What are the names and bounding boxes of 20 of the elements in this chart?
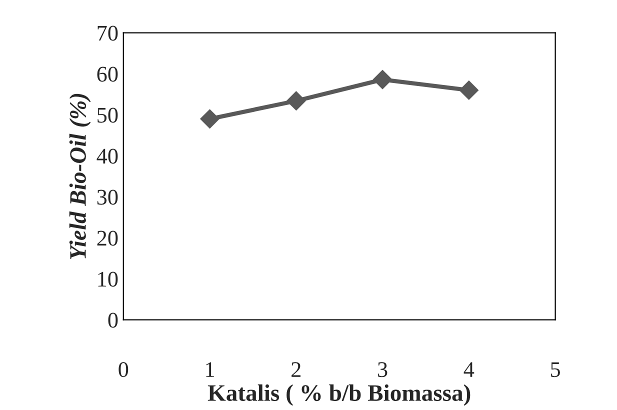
y-tick-label: 50 bbox=[98, 108, 118, 123]
x-tick-label: 4 bbox=[464, 362, 474, 377]
y-tick-label: 40 bbox=[96, 148, 118, 164]
point bbox=[373, 70, 392, 90]
y-tick-label: 20 bbox=[97, 230, 118, 246]
x-tick-label: 0 bbox=[118, 362, 128, 378]
y-tick-label: 10 bbox=[98, 272, 118, 287]
y-tick-label: 30 bbox=[97, 190, 118, 205]
y-tick-label: 0 bbox=[108, 312, 118, 328]
y-tick-label: 70 bbox=[98, 26, 118, 41]
x-tick-label: 1 bbox=[206, 362, 214, 377]
x-tick-label: 5 bbox=[551, 362, 560, 378]
point bbox=[200, 109, 220, 128]
x-tick-label: 2 bbox=[292, 362, 300, 377]
point bbox=[459, 80, 478, 100]
y-axis-title: Yield Bio-Oil (%) bbox=[69, 94, 91, 260]
y-tick-label: 60 bbox=[97, 66, 118, 82]
point bbox=[286, 91, 306, 110]
x-tick-label: 3 bbox=[378, 362, 388, 378]
x-axis-title: Katalis ( % b/b Biomassa) bbox=[208, 384, 470, 406]
